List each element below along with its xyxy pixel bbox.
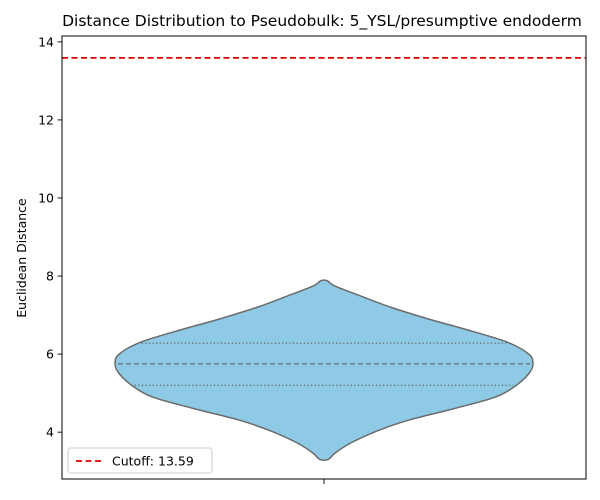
legend-label-cutoff: Cutoff: 13.59 (112, 454, 194, 469)
legend-box (67, 447, 213, 474)
y-tick-label: 14 (38, 34, 54, 49)
y-axis-ticks: 4 6 8 10 12 14 (38, 34, 62, 440)
y-tick-label: 8 (46, 269, 54, 284)
y-tick-label: 6 (46, 347, 54, 362)
chart-title: Distance Distribution to Pseudobulk: 5_Y… (62, 12, 582, 31)
plot-area (62, 56, 586, 461)
violin-body (114, 279, 534, 461)
y-tick-label: 12 (38, 112, 54, 127)
y-axis-label: Euclidean Distance (14, 198, 29, 318)
y-tick-label: 4 (46, 425, 54, 440)
legend: Cutoff: 13.59 (67, 447, 213, 474)
y-tick-label: 10 (38, 190, 54, 205)
